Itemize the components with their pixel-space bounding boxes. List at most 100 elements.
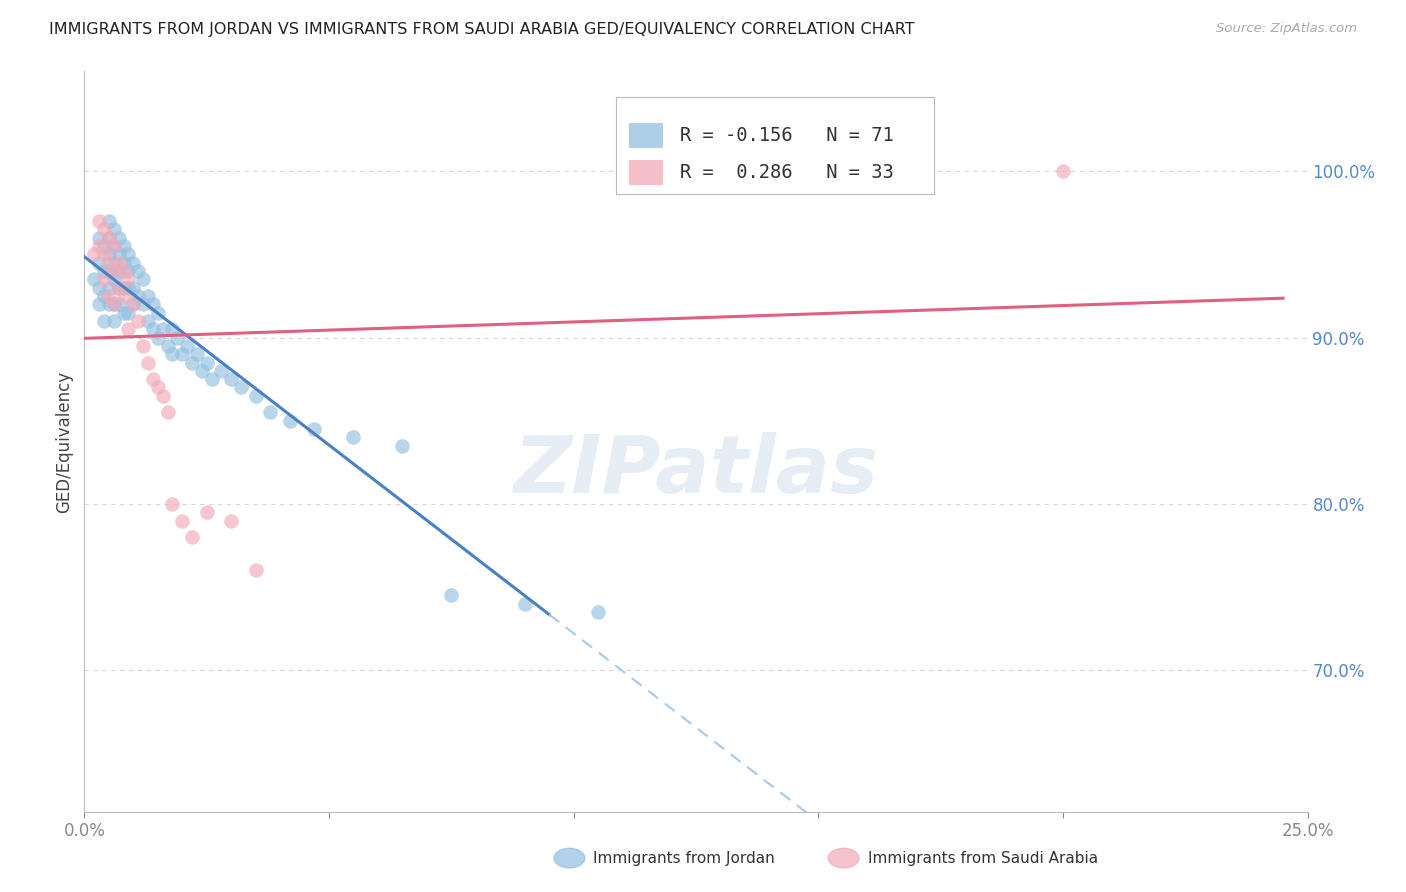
Point <box>176 339 198 353</box>
Point <box>97 297 120 311</box>
Point <box>127 289 149 303</box>
Text: Source: ZipAtlas.com: Source: ZipAtlas.com <box>1216 22 1357 36</box>
Point <box>219 514 242 528</box>
Text: R = -0.156   N = 71: R = -0.156 N = 71 <box>681 126 894 145</box>
Point <box>132 272 155 286</box>
Point <box>117 280 139 294</box>
Point <box>93 247 115 261</box>
Point <box>195 505 218 519</box>
Point <box>83 247 105 261</box>
Point <box>1052 164 1074 178</box>
FancyBboxPatch shape <box>628 123 664 148</box>
Point <box>117 305 139 319</box>
Point <box>93 239 115 253</box>
Point <box>440 589 463 603</box>
Point <box>97 247 120 261</box>
Point <box>136 355 159 369</box>
Point <box>103 297 125 311</box>
Point <box>136 289 159 303</box>
Point <box>83 272 105 286</box>
FancyBboxPatch shape <box>616 97 935 194</box>
Point <box>586 605 609 619</box>
Text: ZIPatlas: ZIPatlas <box>513 432 879 510</box>
Point <box>122 297 145 311</box>
Point <box>146 380 169 394</box>
Point <box>191 364 214 378</box>
Point <box>142 297 165 311</box>
Point <box>107 247 129 261</box>
Point <box>186 347 208 361</box>
Point <box>97 231 120 245</box>
Point <box>219 372 242 386</box>
Point <box>87 214 110 228</box>
Point <box>103 239 125 253</box>
Point <box>97 280 120 294</box>
Point <box>259 405 281 419</box>
Point <box>200 372 222 386</box>
Point <box>304 422 326 436</box>
Point <box>122 280 145 294</box>
Point <box>117 247 139 261</box>
Point <box>122 255 145 269</box>
Point <box>117 264 139 278</box>
FancyBboxPatch shape <box>628 161 664 186</box>
Point <box>162 347 184 361</box>
Point <box>136 314 159 328</box>
Point <box>107 297 129 311</box>
Point <box>93 289 115 303</box>
Point <box>112 280 135 294</box>
Point <box>146 330 169 344</box>
Circle shape <box>554 848 585 868</box>
Point <box>391 439 413 453</box>
Point <box>103 222 125 236</box>
Point <box>93 272 115 286</box>
Point <box>112 289 135 303</box>
Point <box>103 264 125 278</box>
Point <box>122 297 145 311</box>
Point <box>87 297 110 311</box>
Point <box>127 314 149 328</box>
Point <box>142 372 165 386</box>
Point <box>152 389 174 403</box>
Point <box>278 414 301 428</box>
Point <box>97 231 120 245</box>
Point <box>87 255 110 269</box>
Point <box>156 405 179 419</box>
Point <box>146 305 169 319</box>
Text: IMMIGRANTS FROM JORDAN VS IMMIGRANTS FROM SAUDI ARABIA GED/EQUIVALENCY CORRELATI: IMMIGRANTS FROM JORDAN VS IMMIGRANTS FRO… <box>49 22 915 37</box>
Point <box>117 322 139 336</box>
Point <box>87 280 110 294</box>
Point <box>172 514 194 528</box>
Point <box>107 280 129 294</box>
Point <box>112 264 135 278</box>
Point <box>97 289 120 303</box>
Point <box>209 364 232 378</box>
Y-axis label: GED/Equivalency: GED/Equivalency <box>55 370 73 513</box>
Point <box>107 264 129 278</box>
Point <box>103 239 125 253</box>
Point <box>229 380 252 394</box>
Point <box>181 530 204 544</box>
Point <box>513 597 536 611</box>
Point <box>195 355 218 369</box>
Point <box>87 239 110 253</box>
Point <box>172 347 194 361</box>
Point <box>107 280 129 294</box>
Point <box>93 264 115 278</box>
Point <box>127 264 149 278</box>
Text: R =  0.286   N = 33: R = 0.286 N = 33 <box>681 162 894 182</box>
Point <box>103 297 125 311</box>
Point <box>142 322 165 336</box>
Point <box>166 330 188 344</box>
Point <box>342 430 364 444</box>
Point <box>245 564 267 578</box>
Point <box>162 497 184 511</box>
Point <box>107 255 129 269</box>
Point <box>117 272 139 286</box>
Text: Immigrants from Saudi Arabia: Immigrants from Saudi Arabia <box>868 851 1098 865</box>
Point <box>112 239 135 253</box>
Point <box>107 231 129 245</box>
Point <box>97 214 120 228</box>
Point <box>103 255 125 269</box>
Point <box>132 339 155 353</box>
